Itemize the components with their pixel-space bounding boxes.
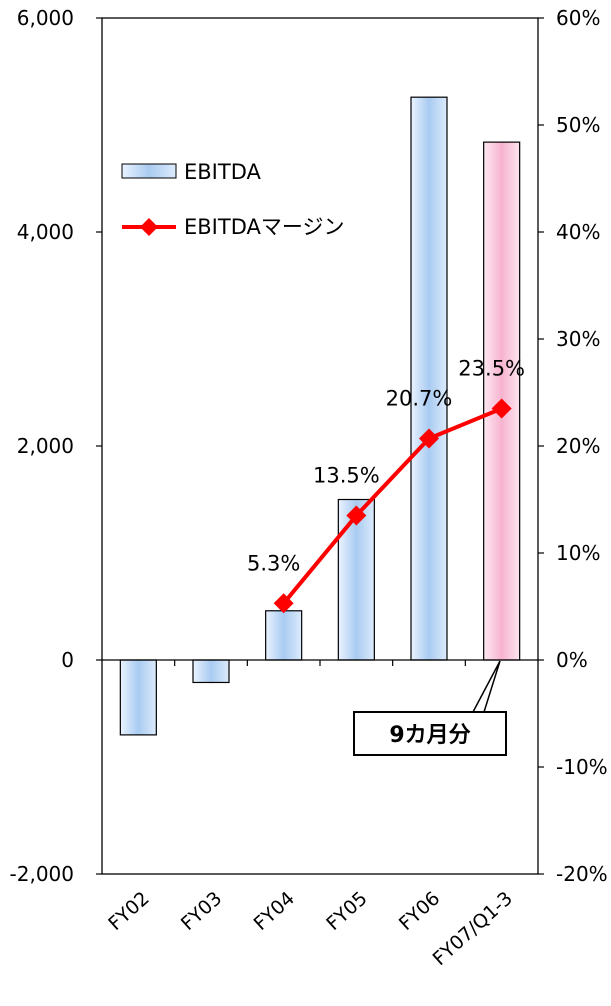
left-tick-label: 0 (61, 648, 74, 672)
data-labels: 5.3% 13.5% 20.7%23.5% (247, 357, 525, 576)
category-label: FY05 (322, 887, 371, 935)
legend-label-margin: EBITDAマージン (184, 215, 344, 239)
category-label: FY06 (395, 887, 444, 935)
left-tick-label: 4,000 (17, 220, 74, 244)
right-tick-label: 20% (556, 434, 600, 458)
bar-fy03 (192, 659, 230, 684)
margin-data-label: 23.5% (458, 357, 525, 381)
zero-line (102, 659, 538, 666)
right-tick-label: 30% (556, 327, 600, 351)
margin-point (419, 428, 439, 449)
left-tick-label: -2,000 (10, 862, 74, 886)
margin-data-label: 20.7% (386, 387, 453, 411)
left-axis-ticks: 6,000 4,000 2,000 0 -2,000 (10, 6, 102, 886)
category-label: FY03 (177, 887, 226, 935)
margin-point (273, 593, 294, 614)
legend-diamond-marker (140, 218, 158, 236)
callout-text: 9カ月分 (389, 723, 470, 748)
left-tick-label: 2,000 (17, 434, 74, 458)
right-tick-label: -20% (556, 862, 608, 886)
legend: EBITDA EBITDAマージン (121, 160, 344, 239)
category-label: FY02 (104, 887, 153, 935)
bar-fy06 (410, 96, 448, 661)
legend-label-ebitda: EBITDA (184, 160, 261, 184)
right-tick-label: 50% (556, 113, 600, 137)
category-label: FY04 (250, 887, 299, 935)
margin-point (491, 398, 512, 419)
legend-bar-swatch (121, 163, 177, 179)
margin-data-label: 5.3% (247, 551, 300, 575)
category-label: FY07/Q1-3 (429, 887, 517, 970)
left-tick-label: 6,000 (17, 6, 74, 30)
right-tick-label: 60% (556, 6, 600, 30)
right-tick-label: 0% (556, 648, 588, 672)
margin-line-series (273, 398, 512, 614)
right-tick-label: -10% (556, 755, 608, 779)
bar-fy02 (119, 659, 157, 736)
right-axis-ticks: 60% 50% 40% 30% 20% 10% 0% -10% -20% (538, 6, 608, 886)
callout: 9カ月分 (353, 660, 507, 756)
bar-fy04 (265, 610, 303, 661)
margin-data-label: 13.5% (313, 464, 380, 488)
right-tick-label: 10% (556, 541, 600, 565)
margin-point (346, 505, 367, 526)
callout-box (353, 711, 507, 756)
margin-line (282, 406, 503, 605)
right-tick-label: 40% (556, 220, 600, 244)
